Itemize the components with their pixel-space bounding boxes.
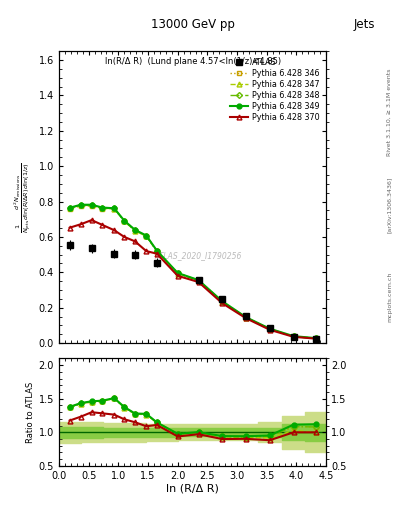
Text: 13000 GeV pp: 13000 GeV pp: [151, 18, 235, 31]
Text: ln(R/Δ R)  (Lund plane 4.57<ln(1/z)<4.85): ln(R/Δ R) (Lund plane 4.57<ln(1/z)<4.85): [105, 57, 281, 66]
Y-axis label: $\frac{1}{N_\mathrm{jets}}\frac{d^2 N_\mathrm{emissions}}{d\ln(R/\Delta R)\,d\ln: $\frac{1}{N_\mathrm{jets}}\frac{d^2 N_\m…: [13, 162, 33, 232]
Text: ATLAS_2020_I1790256: ATLAS_2020_I1790256: [154, 251, 242, 260]
Text: Rivet 3.1.10, ≥ 3.1M events: Rivet 3.1.10, ≥ 3.1M events: [387, 69, 392, 156]
Y-axis label: Ratio to ATLAS: Ratio to ATLAS: [26, 381, 35, 443]
Text: Jets: Jets: [354, 18, 375, 31]
X-axis label: ln (R/Δ R): ln (R/Δ R): [166, 483, 219, 494]
Text: mcplots.cern.ch: mcplots.cern.ch: [387, 272, 392, 322]
Legend: ATLAS, Pythia 6.428 346, Pythia 6.428 347, Pythia 6.428 348, Pythia 6.428 349, P: ATLAS, Pythia 6.428 346, Pythia 6.428 34…: [228, 55, 322, 124]
Text: [arXiv:1306.3436]: [arXiv:1306.3436]: [387, 177, 392, 233]
